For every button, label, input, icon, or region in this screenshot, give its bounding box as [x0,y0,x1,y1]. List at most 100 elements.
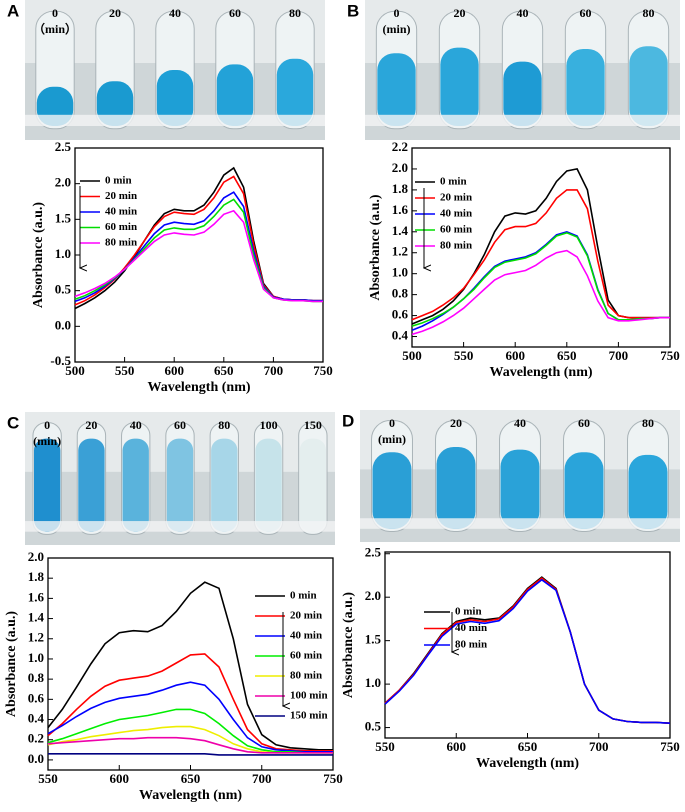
y-tick-label: 2.5 [365,545,382,560]
spectrum-line [74,209,323,303]
x-tick-label: 700 [609,348,629,363]
tube-liquid [122,438,149,532]
legend-label: 80 min [455,639,487,651]
x-tick-label: 650 [181,771,201,786]
y-tick-label: 0.6 [392,307,409,322]
legend-label: 100 min [290,690,328,702]
tube-liquid [564,452,604,529]
photo-label: 150 [304,418,322,432]
legend-label: 60 min [290,650,322,662]
y-tick-label: 1.4 [28,610,45,625]
y-tick-label: 0.2 [28,731,44,746]
y-tick-label: 2.0 [392,160,408,175]
legend-label: 0 min [440,176,467,188]
photo-label: （min） [33,21,77,36]
y-tick-label: 2.2 [392,139,408,154]
x-axis-title: Wavelength (nm) [139,788,242,803]
tube-liquid [440,47,479,126]
photo-label: 20 [450,416,462,430]
photo-label: 0 [394,6,400,20]
tube-rack [25,521,335,532]
spectrum-line [384,577,671,724]
panel: 0 20 40 60 80 100 150 (min) C 550 600 650 700 750 0.0 0… [4,412,343,803]
spectrum-line [47,708,333,754]
y-tick-label: 1.4 [392,223,409,238]
photo-label: 60 [578,416,590,430]
tube-liquid [156,70,194,126]
y-tick-label: 2.0 [28,549,44,564]
photo-label: 80 [642,416,654,430]
x-tick-label: 500 [402,348,422,363]
x-tick-label: 650 [518,739,538,754]
legend-label: 40 min [455,622,487,634]
photo-label: 40 [517,6,529,20]
photo-label: 0 [52,6,58,20]
x-tick-label: 750 [660,348,680,363]
photo-label: (min) [383,22,411,36]
tube-liquid [503,61,542,126]
photo-label: 80 [643,6,655,20]
x-tick-label: 750 [313,363,333,378]
legend-label: 80 min [105,237,137,249]
photo-label: 40 [130,418,142,432]
tube-liquid [629,46,668,127]
legend-label: 60 min [440,224,472,236]
photo-label: 40 [514,416,526,430]
spectrum-line [384,578,671,724]
x-tick-label: 700 [264,363,284,378]
tube-liquid [299,438,327,532]
panel: 0 20 40 60 80 (min) B 500 550 600 650 700 750 0.4 0.6 0… [347,0,680,380]
tube-liquid [500,449,540,529]
spectrum-line [47,581,333,751]
panel-label: A [7,1,19,20]
panel-label: D [342,411,354,430]
plot-frame [411,147,671,348]
spectrum-line [48,753,333,756]
legend-label: 80 min [290,670,322,682]
y-tick-label: 1.6 [28,589,45,604]
photo-label: 80 [289,6,301,20]
tube-liquid [628,454,668,529]
tube-liquid [372,452,412,529]
spectrum-line [47,736,333,754]
legend-label: 40 min [290,630,322,642]
spectrum-line [47,653,333,752]
photo-label: 0 [389,416,395,430]
legend-label: 20 min [105,190,137,202]
y-tick-label: 1.5 [365,632,382,647]
photo-label: 20 [109,6,121,20]
spectrum-line [47,725,333,754]
spectrum-line [411,249,670,336]
y-tick-label: 1.6 [392,202,409,217]
legend-label: 20 min [440,192,472,204]
photo-label: 100 [260,418,278,432]
tube-liquid [33,438,61,532]
photo-label: (min) [33,434,61,448]
y-axis-title: Absorbance (a.u.) [4,611,19,718]
photo-label: 20 [454,6,466,20]
tube-liquid [211,438,238,532]
photo-label: 60 [174,418,186,432]
tube-liquid [566,49,605,126]
y-tick-label: 0.4 [28,711,45,726]
tube-rack [25,114,325,126]
x-tick-label: 650 [557,348,577,363]
x-axis-title: Wavelength (nm) [476,756,579,771]
y-tick-label: 1.0 [28,650,44,665]
legend-label: 150 min [290,710,328,722]
y-tick-label: 0.5 [365,719,382,734]
y-tick-label: 1.2 [392,244,408,259]
y-tick-label: 0.8 [28,670,45,685]
x-tick-label: 550 [454,348,474,363]
x-tick-label: 750 [323,771,343,786]
y-tick-label: 1.0 [55,246,71,261]
photo-label: 20 [85,418,97,432]
y-tick-label: 2.5 [55,139,72,154]
x-tick-label: 700 [589,739,609,754]
y-tick-label: -0.5 [50,353,71,368]
y-tick-label: 1.0 [365,675,381,690]
legend-label: 20 min [290,610,322,622]
panel-label: C [7,413,19,432]
x-tick-label: 750 [660,739,680,754]
y-tick-label: 1.0 [392,265,408,280]
